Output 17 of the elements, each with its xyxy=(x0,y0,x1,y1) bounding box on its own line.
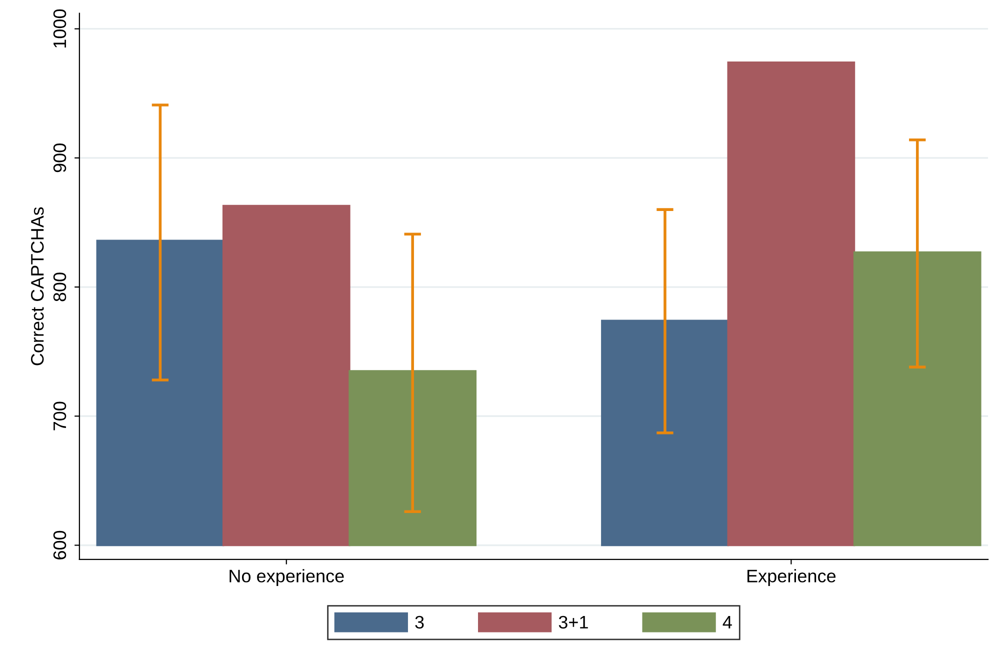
bar xyxy=(96,240,224,546)
y-axis-title: Correct CAPTCHAs xyxy=(30,207,44,366)
y-tick-label: 600 xyxy=(53,530,66,560)
x-tick-label: No experience xyxy=(230,569,344,586)
legend-label: 4 xyxy=(722,616,732,628)
x-tick-label: Experience xyxy=(747,569,836,586)
y-tick-label: 700 xyxy=(53,402,66,430)
bar xyxy=(348,370,477,546)
bar xyxy=(853,251,982,546)
legend-label: 3+1 xyxy=(558,616,588,629)
bar xyxy=(222,204,350,546)
bar xyxy=(727,62,856,546)
y-tick-label: 1000 xyxy=(53,9,66,48)
bar xyxy=(601,320,729,546)
y-tick-label: 900 xyxy=(53,144,66,172)
y-tick-label: 800 xyxy=(53,272,66,302)
legend-label: 3 xyxy=(415,616,424,629)
